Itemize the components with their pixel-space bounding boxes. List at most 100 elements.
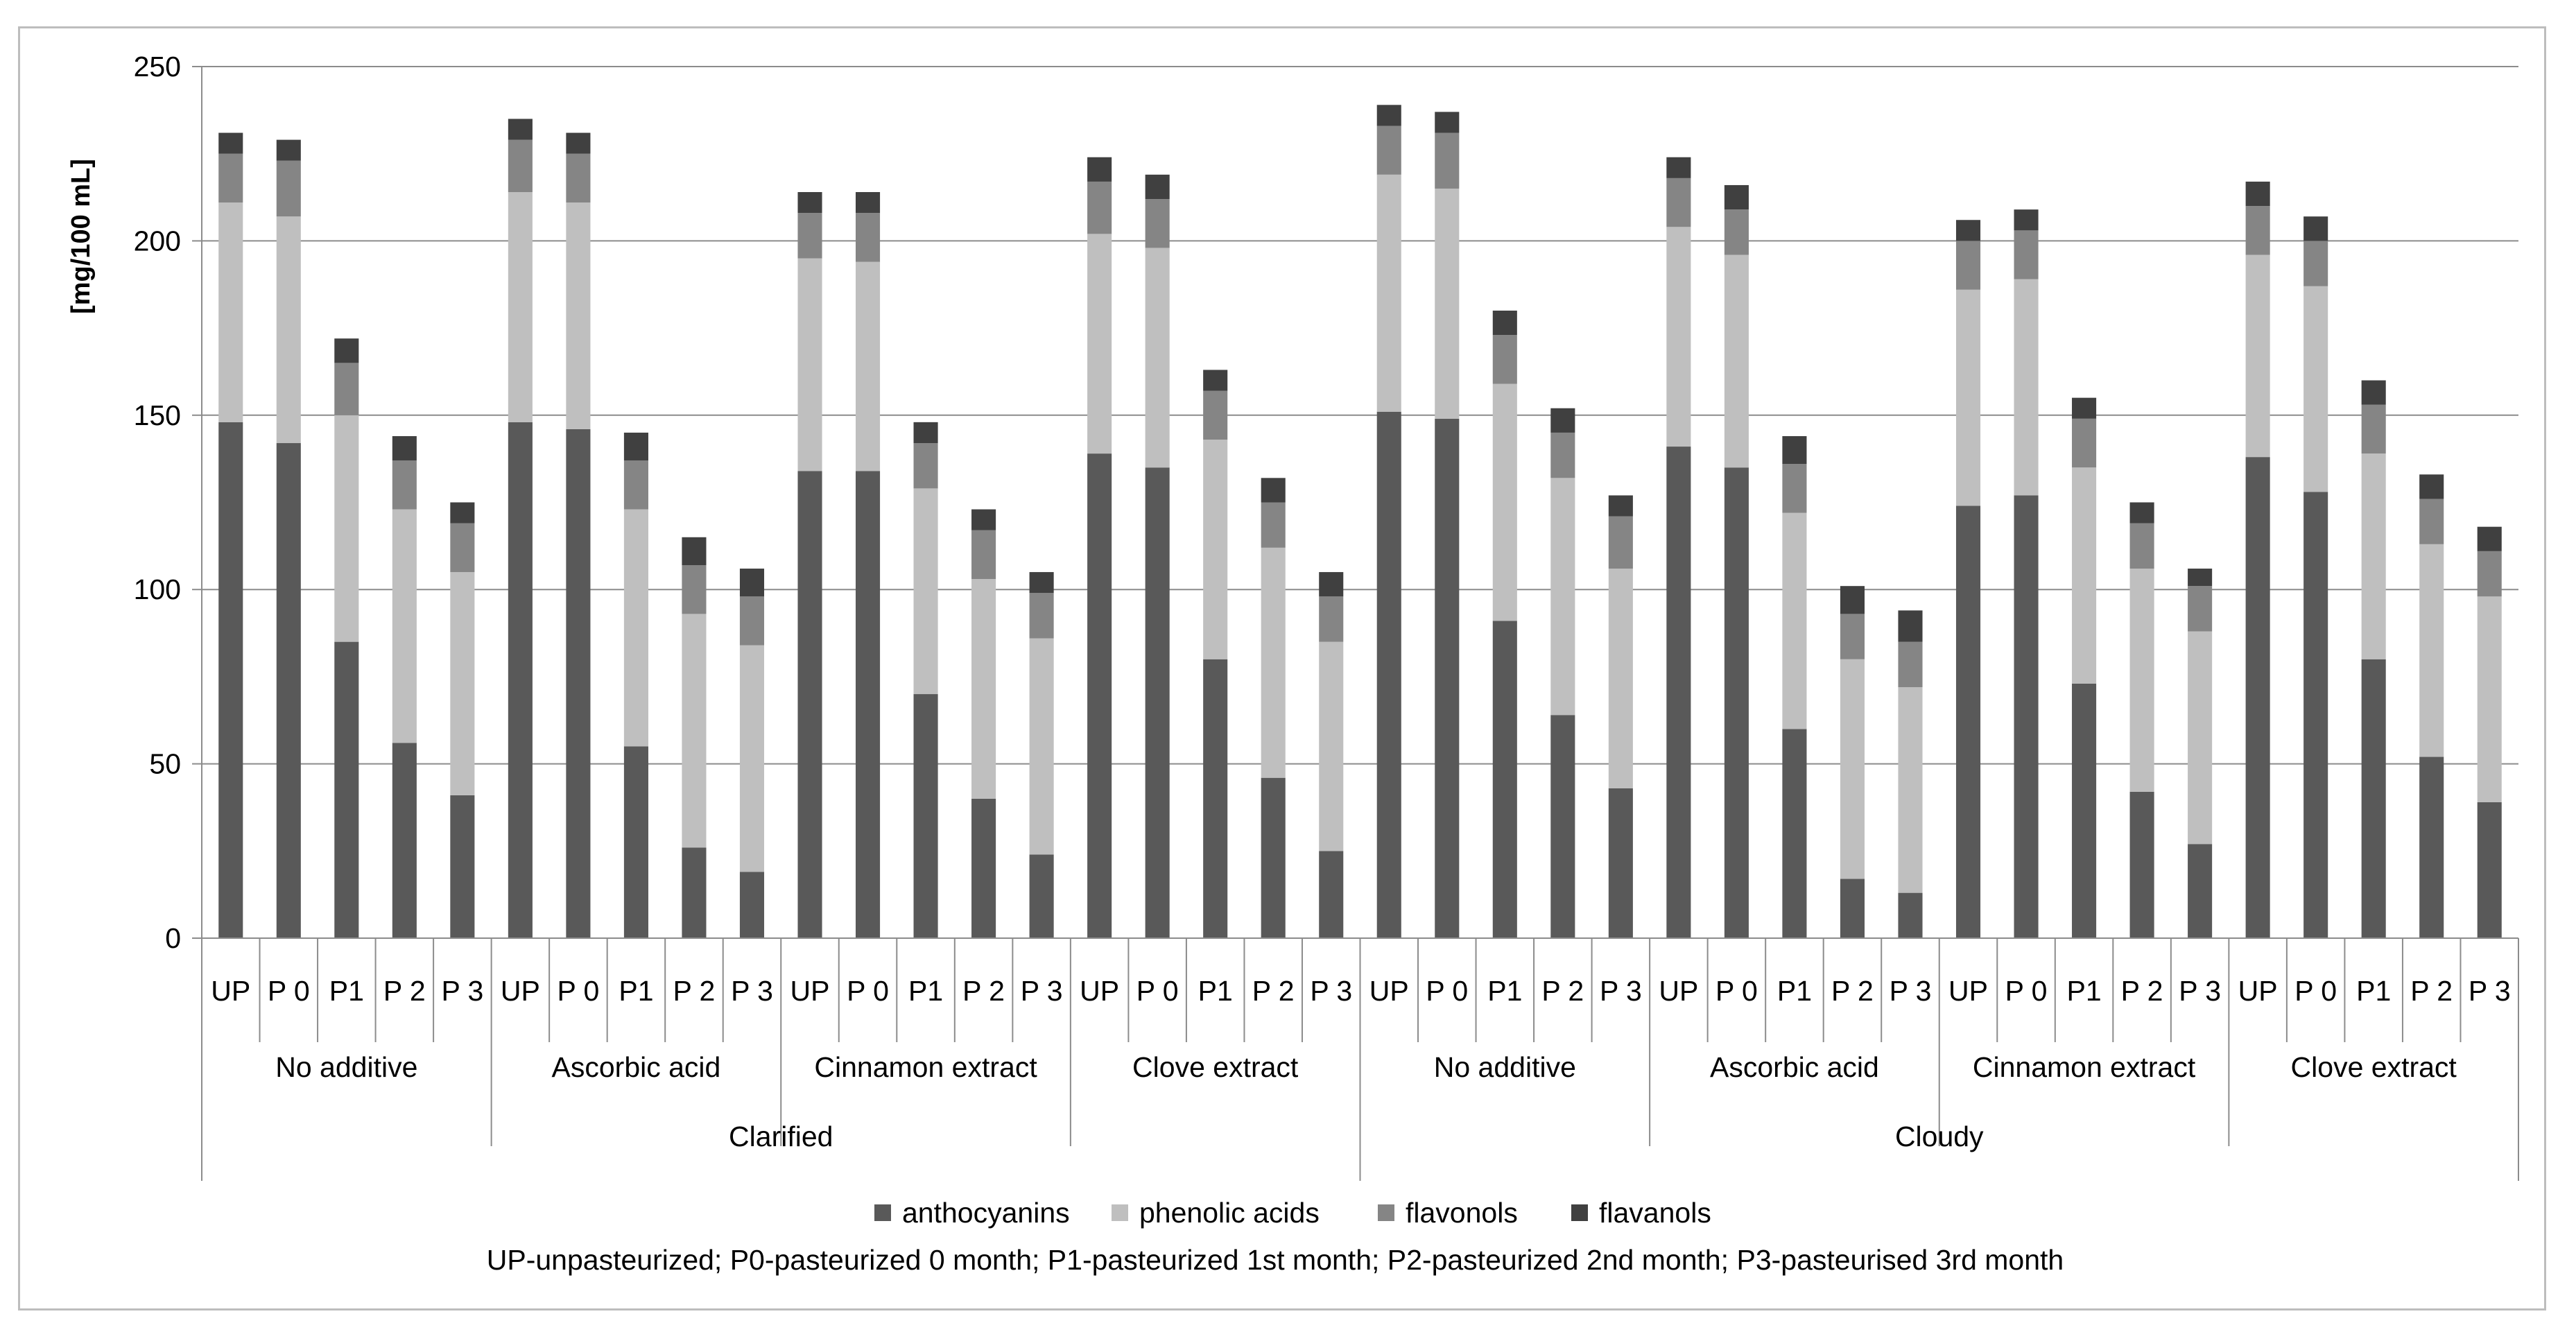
group-label: Ascorbic acid [552,1051,721,1083]
bar-segment-flavanols [1376,105,1401,126]
group-label: Ascorbic acid [1710,1051,1879,1083]
y-tick-label: 50 [149,748,181,780]
bar-segment-phenolic-acids [450,572,475,795]
bar-segment-flavanols [855,192,881,214]
bar-segment-phenolic-acids [1608,569,1633,788]
group-label: No additive [275,1051,417,1083]
x-tick-label: P1 [2066,975,2101,1007]
y-tick-label: 200 [134,225,181,257]
bar-segment-flavanols [739,569,765,597]
bar-segment-flavonols [2072,418,2097,468]
group-label: No additive [1434,1051,1576,1083]
x-tick-label: P 2 [673,975,716,1007]
stacked-bar-chart: 0 50 100 150 200 250 UP P 0 P1 P 2 P 3 UP P 0 P1 P 2 P … [67,51,2519,1276]
y-tick-label: 0 [165,922,181,954]
x-tick-label: P 0 [2005,975,2048,1007]
legend-swatch-phenolic-acids [1112,1204,1128,1221]
x-tick-label: P 3 [1021,975,1063,1007]
x-tick-label: P 2 [1831,975,1874,1007]
x-tick-label: P 2 [1252,975,1295,1007]
bar-segment-anthocyanins [1666,447,1691,938]
bar-segment-flavanols [2419,474,2444,499]
bar-segment-flavonols [1955,241,1981,290]
x-tick-label: P 0 [268,975,310,1007]
bar-segment-flavonols [1840,614,1865,659]
bar-segment-phenolic-acids [276,216,301,444]
x-tick-label: P1 [908,975,943,1007]
supergroup-label: Clarified [729,1121,833,1152]
bar-segment-flavonols [1492,335,1517,384]
bar-segment-flavanols [1203,370,1228,391]
bar-segment-anthocyanins [623,746,648,938]
bar-segment-phenolic-acids [2361,453,2386,659]
legend: anthocyanins phenolic acids flavonols flava… [874,1197,1711,1229]
group-label: Clove extract [1132,1051,1299,1083]
bar-segment-phenolic-acids [1492,383,1517,621]
legend-swatch-flavonols [1378,1204,1394,1221]
bar-segment-anthocyanins [334,641,359,938]
bar-segment-phenolic-acids [1435,188,1460,419]
bar-segment-flavonols [1261,502,1286,548]
legend-label-flavanols: flavanols [1599,1197,1711,1229]
x-tick-label: P 0 [2294,975,2337,1007]
bar-segment-flavanols [1840,586,1865,614]
bar-segment-flavonols [855,213,881,262]
x-tick-label: P 3 [731,975,773,1007]
x-tick-label: P 3 [2179,975,2221,1007]
bar-segment-flavanols [682,537,707,566]
y-tick-label: 150 [134,399,181,431]
bar-segment-phenolic-acids [1666,227,1691,447]
bar-segment-flavonols [1145,199,1170,248]
x-tick-label: UP [790,975,830,1007]
bar-segment-anthocyanins [2303,492,2328,938]
bar-segment-flavanols [334,338,359,363]
x-tick-label: UP [1659,975,1698,1007]
legend-swatch-anthocyanins [874,1204,891,1221]
bar-segment-anthocyanins [971,798,996,938]
bar-segment-anthocyanins [2072,683,2097,938]
legend-label-anthocyanins: anthocyanins [902,1197,1070,1229]
bar-segment-flavonols [2129,523,2154,569]
bar-segment-phenolic-acids [2419,544,2444,757]
bar-segment-anthocyanins [1492,621,1517,938]
bar-segment-anthocyanins [1550,715,1575,938]
bar-segment-anthocyanins [1955,505,1981,938]
x-tick-label: P 0 [1426,975,1468,1007]
y-tick-label: 250 [134,51,181,83]
bar-segment-flavanols [2303,216,2328,241]
bar-segment-flavonols [392,460,417,510]
bar-segment-anthocyanins [1087,453,1112,938]
bar-segment-anthocyanins [508,422,533,938]
bar-segment-anthocyanins [566,429,591,938]
bar-segment-phenolic-acids [392,509,417,743]
bar-segment-phenolic-acids [2303,286,2328,492]
bar-segment-phenolic-acids [1840,659,1865,879]
bar-segment-anthocyanins [1319,851,1344,938]
bar-segment-phenolic-acids [1087,234,1112,454]
x-tick-label: P1 [1777,975,1812,1007]
bar-segment-flavanols [1782,435,1807,465]
x-tick-label: P 3 [2469,975,2511,1007]
bar-segment-flavonols [623,460,648,510]
bar-segment-anthocyanins [1261,777,1286,938]
x-tick-label: UP [501,975,540,1007]
bar-segment-phenolic-acids [1898,686,1923,893]
x-tick-label: P 2 [2121,975,2163,1007]
bar-segment-flavonols [797,213,822,259]
bar-segment-phenolic-acids [623,509,648,747]
bars [218,105,2502,938]
bar-segment-flavonols [1087,181,1112,234]
bar-segment-anthocyanins [1029,854,1054,938]
bar-segment-flavonols [913,443,938,489]
bar-segment-anthocyanins [218,422,243,938]
bar-segment-flavonols [334,363,359,415]
bar-segment-anthocyanins [1376,411,1401,938]
bar-segment-anthocyanins [2419,756,2444,938]
x-tick-label: P 3 [1890,975,1932,1007]
bar-segment-phenolic-acids [2188,631,2213,845]
bar-segment-flavonols [566,153,591,203]
x-tick-label: UP [2238,975,2278,1007]
bar-segment-flavonols [1029,593,1054,639]
bar-segment-flavanols [2361,380,2386,405]
bar-segment-flavanols [1608,495,1633,517]
